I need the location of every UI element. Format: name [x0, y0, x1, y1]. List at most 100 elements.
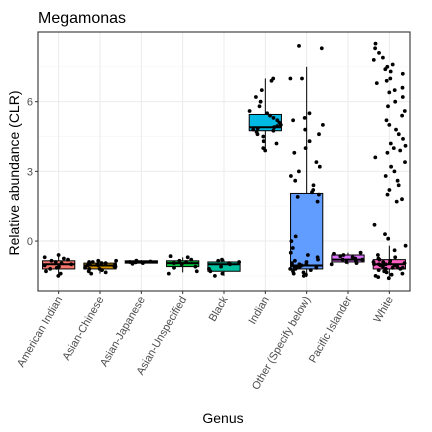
- data-point: [268, 113, 272, 118]
- data-point: [307, 139, 312, 144]
- data-point: [388, 141, 393, 146]
- x-tick-label: American Indian: [15, 295, 65, 370]
- data-point: [317, 164, 322, 169]
- data-point: [251, 127, 256, 132]
- data-point: [341, 253, 346, 257]
- data-point: [394, 199, 399, 204]
- data-point: [261, 134, 266, 139]
- data-point: [257, 104, 262, 109]
- data-point: [383, 232, 387, 237]
- data-point: [237, 260, 242, 264]
- x-tick-label: Asian-Japanese: [98, 295, 148, 369]
- data-point: [403, 160, 407, 165]
- data-point: [97, 267, 102, 271]
- box-body: [207, 261, 241, 272]
- data-point: [376, 275, 381, 279]
- data-point: [338, 254, 343, 259]
- data-point: [271, 116, 276, 120]
- data-point: [381, 260, 386, 264]
- data-point: [373, 155, 378, 160]
- data-point: [383, 174, 388, 178]
- data-point: [62, 256, 66, 261]
- data-point: [372, 262, 376, 267]
- data-point: [373, 41, 378, 46]
- data-point: [394, 127, 398, 132]
- data-point: [59, 261, 64, 265]
- data-point: [319, 46, 324, 51]
- data-point: [254, 95, 258, 99]
- data-point: [275, 118, 280, 123]
- data-point: [392, 88, 397, 92]
- data-point: [385, 150, 390, 155]
- data-point: [293, 267, 298, 271]
- data-point: [298, 264, 302, 269]
- data-point: [388, 69, 393, 74]
- data-point: [293, 178, 298, 183]
- data-point: [303, 127, 308, 132]
- data-point: [392, 169, 397, 174]
- data-point: [295, 195, 300, 199]
- data-point: [308, 268, 313, 272]
- data-point: [387, 90, 392, 95]
- data-point: [371, 58, 376, 62]
- data-point: [179, 262, 184, 267]
- data-point: [384, 118, 389, 123]
- data-point: [402, 109, 407, 113]
- data-point: [376, 268, 381, 272]
- data-point: [194, 269, 199, 274]
- data-point: [83, 265, 87, 270]
- data-point: [56, 274, 61, 278]
- data-point: [396, 132, 401, 137]
- data-point: [389, 164, 393, 169]
- data-point: [227, 261, 231, 265]
- data-point: [103, 270, 108, 275]
- data-point: [302, 116, 307, 120]
- data-point: [219, 264, 224, 269]
- data-point: [261, 146, 266, 151]
- x-tick-label: Indian: [247, 295, 272, 327]
- y-axis: 0 3 6: [27, 97, 38, 248]
- data-point: [293, 234, 298, 239]
- jitter-points: [42, 41, 408, 281]
- data-point: [321, 123, 325, 127]
- data-point: [398, 267, 403, 271]
- data-point: [400, 197, 404, 202]
- data-point: [340, 257, 345, 262]
- data-point: [177, 258, 182, 263]
- data-point: [358, 250, 363, 255]
- data-point: [332, 251, 336, 256]
- data-point: [301, 270, 306, 275]
- data-point: [289, 239, 294, 244]
- data-point: [310, 190, 314, 195]
- data-point: [393, 255, 398, 260]
- data-point: [288, 76, 293, 81]
- data-point: [384, 270, 389, 275]
- data-point: [148, 259, 153, 264]
- data-point: [392, 248, 397, 253]
- data-point: [400, 113, 404, 118]
- data-point: [386, 236, 391, 241]
- data-point: [113, 262, 117, 267]
- x-axis: American IndianAsian-ChineseAsian-Japane…: [15, 291, 396, 392]
- data-point: [254, 130, 259, 134]
- data-point: [307, 111, 312, 116]
- data-point: [271, 128, 276, 133]
- data-point: [290, 246, 295, 250]
- data-point: [274, 141, 279, 146]
- data-point: [329, 262, 334, 267]
- data-point: [265, 111, 269, 116]
- data-point: [390, 265, 395, 270]
- data-point: [381, 55, 385, 60]
- data-point: [96, 258, 101, 263]
- data-point: [87, 267, 92, 271]
- x-tick-label: White: [371, 295, 395, 325]
- x-axis-title: Genus: [202, 410, 243, 426]
- data-point: [166, 271, 171, 276]
- data-point: [292, 150, 297, 155]
- data-point: [377, 51, 381, 55]
- data-point: [259, 88, 264, 92]
- data-point: [388, 76, 393, 81]
- data-point: [289, 174, 293, 178]
- data-point: [48, 267, 53, 271]
- data-point: [387, 188, 392, 192]
